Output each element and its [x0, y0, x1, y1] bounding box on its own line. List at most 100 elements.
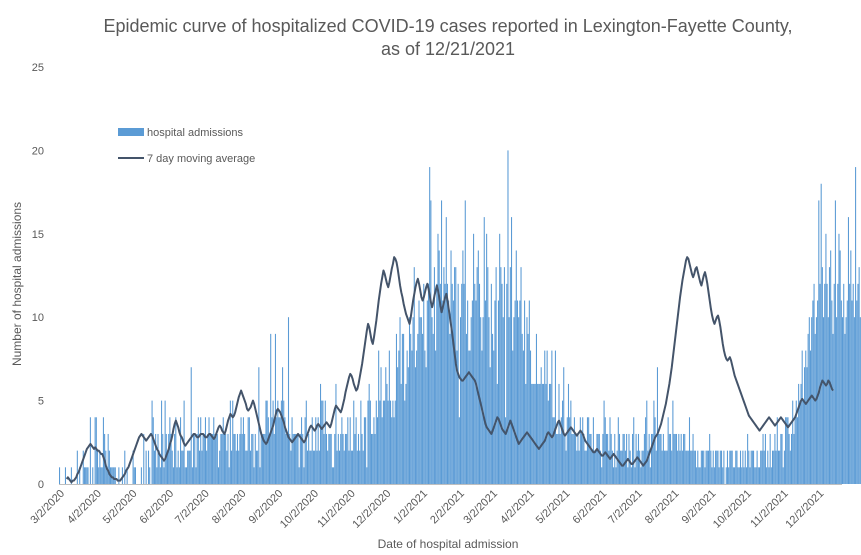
bar: [545, 383, 547, 484]
bar: [238, 450, 240, 484]
bar: [98, 467, 100, 484]
bar: [278, 417, 280, 484]
bar: [770, 467, 772, 484]
bar: [416, 350, 418, 484]
bar: [295, 433, 297, 484]
bar: [569, 417, 571, 484]
bar: [769, 433, 771, 484]
bar: [455, 267, 457, 484]
bar: [236, 433, 239, 484]
bar: [532, 383, 534, 484]
bar: [745, 467, 747, 484]
bar: [325, 433, 327, 484]
bar: [692, 433, 694, 484]
bar: [779, 450, 781, 484]
bar: [445, 217, 447, 484]
bar: [343, 450, 345, 484]
bar: [700, 450, 702, 484]
bar: [572, 433, 574, 484]
bar: [811, 317, 813, 484]
x-tick-label: 5/2/2021: [534, 488, 573, 527]
bar: [605, 433, 607, 484]
bar: [656, 367, 658, 484]
bar: [459, 317, 462, 484]
legend-label-bars: hospital admissions: [147, 127, 243, 139]
legend-label-line: 7 day moving average: [147, 153, 255, 165]
bar: [282, 367, 284, 484]
bar: [449, 333, 451, 484]
bar: [738, 467, 740, 484]
bar: [410, 333, 412, 484]
bar: [207, 433, 209, 484]
bar: [221, 433, 223, 484]
bar: [124, 450, 126, 484]
bar: [473, 233, 475, 484]
bar: [452, 300, 454, 484]
bar: [132, 450, 134, 484]
bar: [716, 450, 718, 484]
bar: [140, 467, 142, 484]
bar: [388, 350, 390, 484]
bar: [368, 383, 370, 484]
bar: [155, 433, 157, 484]
bar: [247, 417, 249, 484]
line-series-7-day-average: [65, 256, 834, 484]
bar: [742, 450, 744, 484]
bar: [484, 300, 486, 484]
bar: [436, 283, 438, 484]
bar: [170, 433, 172, 484]
bar: [96, 450, 99, 484]
bar: [505, 417, 507, 484]
bar: [597, 433, 599, 484]
bar: [588, 417, 590, 484]
bar: [659, 433, 661, 484]
bar: [602, 433, 604, 484]
bar: [645, 417, 647, 484]
bar: [535, 333, 537, 484]
bar: [552, 417, 554, 484]
bar: [59, 467, 61, 484]
bar: [540, 367, 542, 484]
bar: [252, 433, 254, 484]
bar: [754, 467, 756, 484]
bar: [694, 450, 696, 484]
bar: [726, 450, 728, 484]
bar: [442, 300, 444, 484]
bar: [228, 467, 230, 484]
bar: [823, 317, 825, 484]
bar: [813, 283, 815, 484]
bar: [359, 450, 361, 484]
bar: [697, 450, 699, 484]
bar: [710, 450, 712, 484]
bar: [646, 400, 648, 484]
x-tick-label: 10/2/2020: [278, 488, 321, 531]
bar: [193, 433, 195, 484]
bar: [709, 433, 711, 484]
bar: [151, 400, 153, 484]
bar: [108, 450, 110, 484]
bar: [229, 400, 231, 484]
bar: [836, 317, 838, 484]
bar: [853, 317, 855, 484]
bar: [576, 450, 578, 484]
bar: [603, 400, 605, 484]
bar: [196, 433, 198, 484]
bar: [684, 433, 686, 484]
bar: [464, 200, 466, 484]
bar: [490, 283, 492, 484]
y-axis-label: Number of hospital admissions: [10, 202, 24, 366]
y-tick-label: 25: [32, 62, 44, 74]
bar: [522, 350, 524, 484]
bar: [190, 367, 192, 484]
bar: [177, 450, 179, 484]
bar: [790, 433, 793, 484]
bar: [789, 450, 791, 484]
bar: [362, 450, 364, 484]
bar: [239, 433, 241, 484]
bar: [251, 433, 253, 484]
bar: [623, 433, 625, 484]
bar: [390, 400, 392, 484]
bar: [443, 267, 445, 484]
bar: [538, 383, 540, 484]
bar: [775, 450, 777, 484]
